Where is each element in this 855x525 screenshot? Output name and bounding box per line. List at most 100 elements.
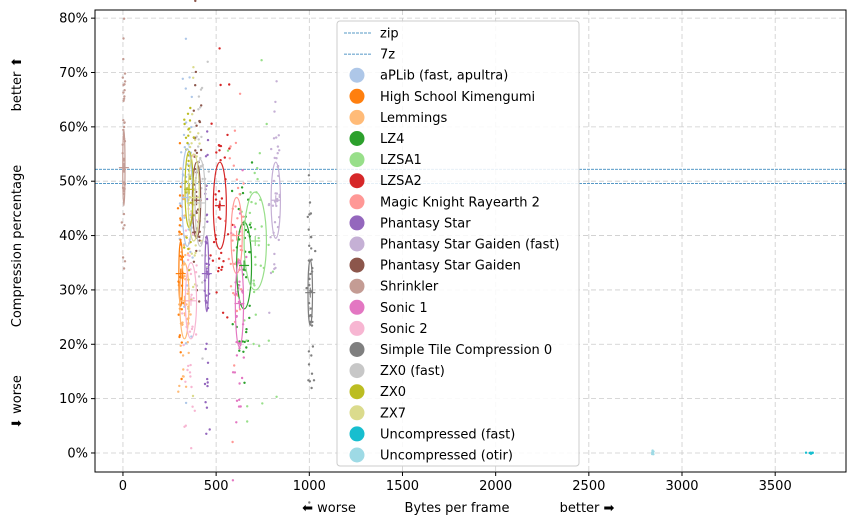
data-point [198,142,201,145]
data-point [267,339,270,342]
data-point [238,280,241,283]
data-point [245,328,248,331]
data-point [273,252,276,256]
data-point [252,279,255,282]
data-point [312,379,316,382]
spread-ellipse [212,161,227,250]
data-point [186,284,189,287]
legend-label: High School Kimengumi [380,90,535,105]
data-point [229,145,232,148]
data-point [253,284,256,287]
y-axis-label-top: better ⬆ [10,57,25,112]
legend-swatch [349,173,365,189]
data-point [217,216,220,219]
legend-label: Lemmings [380,111,447,126]
x-tick-label: 500 [204,479,229,494]
data-point [122,212,126,216]
legend-swatch [349,215,365,231]
data-point [245,276,248,279]
legend-swatch [349,363,365,379]
y-tick-label: 20% [59,338,88,353]
data-point [308,283,311,287]
legend-swatch [349,194,365,210]
data-point [200,165,203,168]
data-point [186,368,189,372]
data-point [195,124,198,127]
data-point [192,260,196,263]
data-point [245,339,248,342]
data-point [232,224,236,227]
data-point [204,347,207,351]
legend-swatch [349,109,365,125]
data-point [179,238,182,242]
data-point [206,60,209,63]
y-tick-label: 50% [59,175,88,190]
data-point [206,265,209,269]
data-point [257,236,260,240]
data-point [191,232,194,236]
data-point [273,263,276,266]
data-point [186,341,189,344]
data-point [179,185,183,188]
data-point [179,167,182,170]
data-point [246,420,249,423]
data-point [245,330,248,334]
data-point [273,110,276,113]
data-point [183,214,186,217]
data-point [191,256,194,259]
data-point [236,217,239,220]
data-point [123,83,126,86]
data-point [205,197,209,201]
data-point [310,324,314,327]
data-point [233,129,237,132]
data-point [190,447,193,450]
data-point [206,384,209,388]
data-point [189,201,193,204]
data-point [217,144,221,147]
data-point [277,238,280,242]
data-point [308,380,312,383]
data-point [308,213,311,216]
data-point [199,148,203,152]
data-point [246,405,249,408]
data-point [245,255,248,259]
data-point [122,17,126,20]
legend-swatch [349,236,365,252]
data-point [123,224,126,227]
data-point [193,254,196,257]
data-point [305,286,308,290]
data-point [206,361,210,364]
data-point [221,311,225,314]
data-point [186,141,189,145]
data-point [191,405,194,408]
data-point [238,382,241,385]
data-point [194,244,197,247]
legend-label: Shrinkler [380,280,439,295]
data-point [184,385,188,388]
data-point [275,157,278,160]
data-point [180,377,183,381]
data-point [180,151,183,154]
data-point [226,133,229,137]
data-point [192,285,195,289]
data-point [229,285,233,288]
data-point [187,134,190,137]
data-point [195,151,199,155]
legend-swatch [349,67,365,83]
data-point [190,95,193,99]
data-point [192,109,195,112]
data-point [121,76,125,79]
data-point [228,157,231,160]
data-point [256,166,259,170]
data-point [204,155,208,158]
data-point [178,224,181,227]
legend-label: 7z [380,48,395,63]
legend-swatch [349,384,365,400]
data-point [241,169,244,172]
data-point [310,354,313,357]
data-point [229,262,232,266]
data-point [220,251,223,255]
data-point [195,249,198,253]
data-point [307,174,311,177]
data-point [188,177,192,180]
